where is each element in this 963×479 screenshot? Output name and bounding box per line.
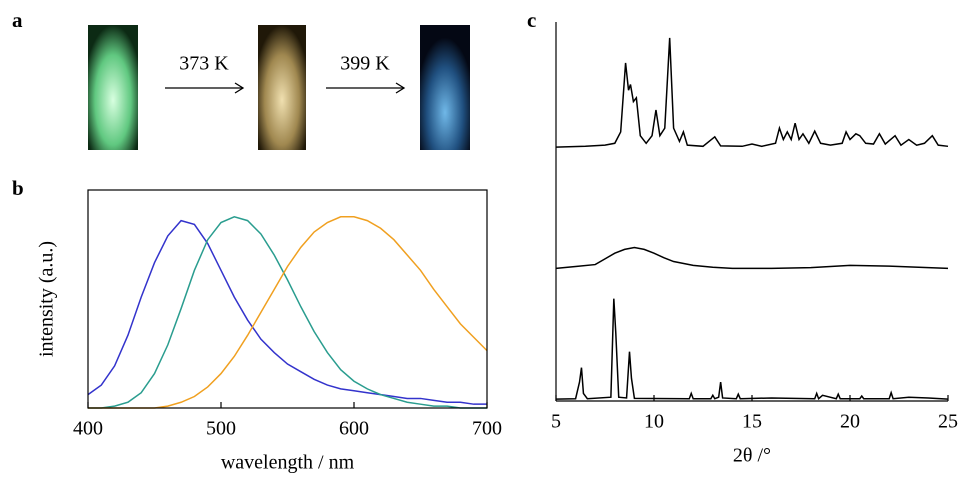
x-tick-label: 5 xyxy=(551,411,561,433)
x-tick-label: 500 xyxy=(206,418,236,440)
plot-frame xyxy=(87,189,488,409)
data-line xyxy=(555,37,949,148)
data-line xyxy=(555,298,949,401)
data-line xyxy=(87,219,487,405)
x-tick-label: 25 xyxy=(938,411,958,433)
panel-label: a xyxy=(12,8,23,32)
x-tick-label: 15 xyxy=(742,411,762,433)
arrows xyxy=(165,82,406,94)
vial-photo xyxy=(88,25,138,150)
vial-photo xyxy=(420,25,470,150)
vial-photo xyxy=(258,25,306,150)
x-axis-title: 2θ /° xyxy=(733,445,771,467)
x-tick-label: 20 xyxy=(840,411,860,433)
panel-label: b xyxy=(12,176,24,200)
arrow-label: 399 K xyxy=(340,53,390,75)
arrow-label: 373 K xyxy=(179,53,229,75)
panel-label: c xyxy=(527,8,536,32)
x-tick-label: 400 xyxy=(73,418,103,440)
y-axis-title: intensity (a.u.) xyxy=(36,241,58,357)
x-tick-label: 700 xyxy=(472,418,502,440)
x-tick-label: 600 xyxy=(339,418,369,440)
data-line xyxy=(88,215,487,409)
data-line xyxy=(555,246,949,270)
x-axis-title: wavelength / nm xyxy=(221,452,355,474)
data-line xyxy=(88,216,488,409)
x-tick-label: 10 xyxy=(644,411,664,433)
